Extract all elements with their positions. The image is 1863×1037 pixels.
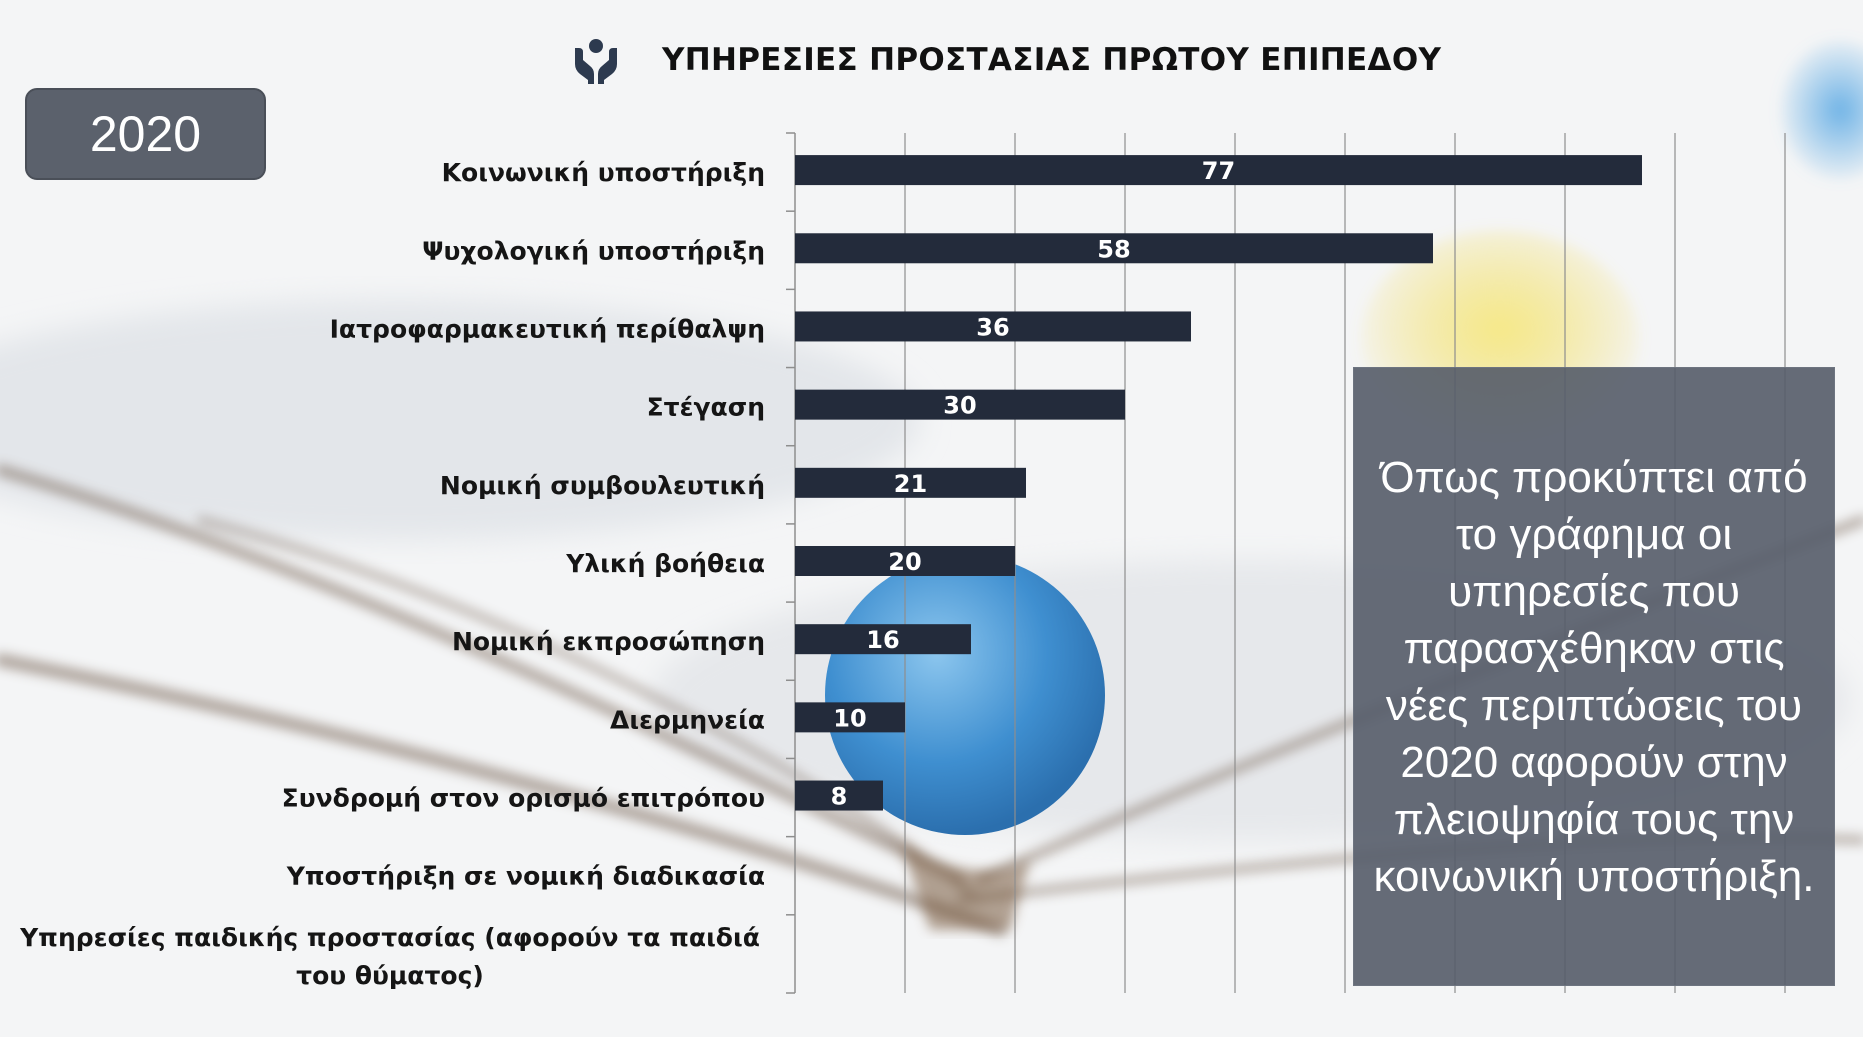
bar [795, 467, 1026, 498]
category-label: Διερμηνεία [610, 705, 765, 734]
summary-callout: Όπως προκύπτει από το γράφημα οι υπηρεσί… [1353, 367, 1835, 986]
category-label: Κοινωνική υποστήριξη [442, 158, 765, 187]
bar [795, 624, 971, 655]
page-title: ΥΠΗΡΕΣΙΕΣ ΠΡΟΣΤΑΣΙΑΣ ΠΡΩΤΟΥ ΕΠΙΠΕΔΟΥ [662, 42, 1442, 78]
category-label: Νομική εκπροσώπηση [452, 627, 765, 656]
category-label: Υποστήριξη σε νομική διαδικασία [286, 862, 765, 891]
data-label: 16 [866, 626, 899, 654]
data-label: 20 [888, 548, 921, 576]
year-badge: 2020 [25, 88, 266, 180]
data-label: 58 [1097, 235, 1130, 263]
category-label: Ιατροφαρμακευτική περίθαλψη [330, 314, 765, 343]
chart-category-labels: Κοινωνική υποστήριξη Ψυχολογική υποστήριξ… [19, 158, 765, 990]
data-label: 10 [833, 704, 866, 732]
bar [795, 702, 905, 733]
category-label: του θύματος) [296, 961, 484, 990]
data-label: 30 [943, 392, 976, 420]
data-label: 8 [831, 783, 848, 811]
chart-category-axis [786, 132, 796, 994]
category-label: Νομική συμβουλευτική [440, 471, 765, 500]
bar [795, 155, 1642, 186]
category-label: Συνδρομή στον ορισμό επιτρόπου [282, 784, 765, 813]
bar [795, 233, 1433, 264]
summary-text: Όπως προκύπτει από το γράφημα οι υπηρεσί… [1373, 452, 1815, 901]
bar [795, 311, 1191, 342]
bar [795, 389, 1125, 420]
title-bar: ΥΠΗΡΕΣΙΕΣ ΠΡΟΣΤΑΣΙΑΣ ΠΡΩΤΟΥ ΕΠΙΠΕΔΟΥ [570, 30, 1441, 90]
category-label: Υλική βοήθεια [565, 549, 765, 578]
category-label: Υπηρεσίες παιδικής προστασίας (αφορούν τ… [19, 923, 760, 952]
bar [795, 546, 1015, 576]
data-label: 77 [1202, 157, 1235, 185]
chart-value-labels: 77 58 36 30 21 20 16 10 8 [831, 157, 1236, 810]
category-label: Στέγαση [647, 393, 765, 422]
hands-protect-icon [575, 39, 617, 84]
data-label: 21 [894, 470, 927, 498]
data-label: 36 [976, 313, 1009, 341]
chart-bars [795, 155, 1642, 811]
category-label: Ψυχολογική υποστήριξη [422, 236, 765, 265]
bar [795, 780, 883, 811]
